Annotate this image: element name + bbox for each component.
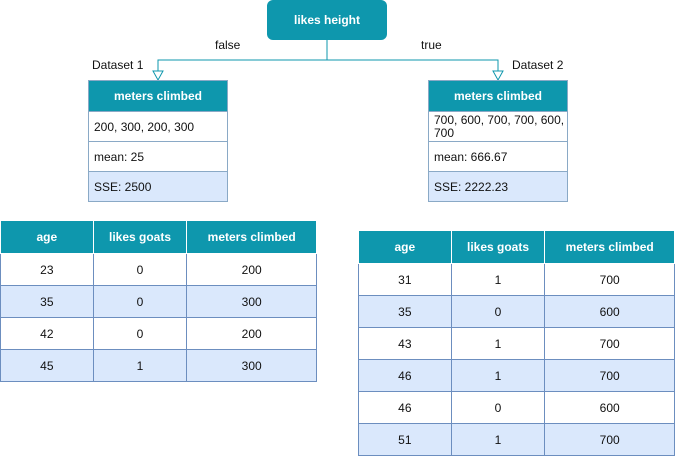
cell-likes-goats: 1	[450, 359, 546, 392]
left-leaf-header: meters climbed	[89, 81, 227, 111]
table-row: 43 1 700	[358, 327, 675, 360]
cell-likes-goats: 1	[92, 349, 188, 382]
column-header-likes-goats: likes goats	[92, 220, 188, 254]
root-node-likes-height: likes height	[267, 0, 387, 40]
left-leaf-node: meters climbed 200, 300, 200, 300 mean: …	[88, 80, 228, 202]
left-leaf-mean: mean: 25	[89, 141, 227, 171]
right-leaf-header: meters climbed	[429, 81, 567, 111]
true-edge-label: true	[421, 38, 442, 52]
right-leaf-sse: SSE: 2222.23	[429, 171, 567, 201]
cell-age: 35	[0, 285, 94, 318]
table-row: 46 0 600	[358, 391, 675, 424]
cell-age: 31	[358, 263, 452, 296]
cell-meters-climbed: 600	[544, 391, 675, 424]
cell-meters-climbed: 300	[186, 285, 317, 318]
cell-age: 42	[0, 317, 94, 350]
right-leaf-mean: mean: 666.67	[429, 141, 567, 171]
cell-likes-goats: 1	[450, 327, 546, 360]
cell-age: 43	[358, 327, 452, 360]
cell-meters-climbed: 700	[544, 263, 675, 296]
cell-likes-goats: 0	[92, 253, 188, 286]
right-arrowhead	[492, 70, 504, 82]
right-leaf-values: 700, 600, 700, 700, 600, 700	[429, 111, 567, 141]
column-header-meters-climbed: meters climbed	[544, 230, 675, 264]
table-row: 35 0 300	[0, 285, 317, 318]
cell-meters-climbed: 600	[544, 295, 675, 328]
left-leaf-values: 200, 300, 200, 300	[89, 111, 227, 141]
false-edge-label: false	[215, 38, 241, 52]
table-header-row: age likes goats meters climbed	[358, 230, 675, 264]
table-row: 46 1 700	[358, 359, 675, 392]
table-row: 35 0 600	[358, 295, 675, 328]
cell-likes-goats: 0	[92, 317, 188, 350]
cell-likes-goats: 0	[450, 391, 546, 424]
cell-age: 46	[358, 391, 452, 424]
table-header-row: age likes goats meters climbed	[0, 220, 317, 254]
column-header-age: age	[0, 220, 94, 254]
left-leaf-sse: SSE: 2500	[89, 171, 227, 201]
cell-meters-climbed: 700	[544, 423, 675, 456]
cell-meters-climbed: 200	[186, 253, 317, 286]
cell-age: 35	[358, 295, 452, 328]
cell-age: 23	[0, 253, 94, 286]
cell-meters-climbed: 700	[544, 359, 675, 392]
column-header-age: age	[358, 230, 452, 264]
column-header-meters-climbed: meters climbed	[186, 220, 317, 254]
cell-age: 51	[358, 423, 452, 456]
right-data-table: age likes goats meters climbed 31 1 700 …	[358, 230, 675, 456]
cell-meters-climbed: 200	[186, 317, 317, 350]
table-row: 23 0 200	[0, 253, 317, 286]
right-leaf-node: meters climbed 700, 600, 700, 700, 600, …	[428, 80, 568, 202]
dataset-1-label: Dataset 1	[92, 58, 144, 72]
cell-meters-climbed: 300	[186, 349, 317, 382]
true-branch-edge	[327, 59, 499, 73]
cell-likes-goats: 0	[450, 295, 546, 328]
table-row: 31 1 700	[358, 263, 675, 296]
false-branch-edge	[157, 40, 328, 73]
table-row: 42 0 200	[0, 317, 317, 350]
table-row: 45 1 300	[0, 349, 317, 382]
cell-likes-goats: 1	[450, 423, 546, 456]
dataset-2-label: Dataset 2	[512, 58, 564, 72]
cell-likes-goats: 1	[450, 263, 546, 296]
column-header-likes-goats: likes goats	[450, 230, 546, 264]
cell-age: 46	[358, 359, 452, 392]
left-arrowhead	[152, 70, 164, 82]
cell-meters-climbed: 700	[544, 327, 675, 360]
cell-age: 45	[0, 349, 94, 382]
table-row: 51 1 700	[358, 423, 675, 456]
left-data-table: age likes goats meters climbed 23 0 200 …	[0, 220, 317, 382]
cell-likes-goats: 0	[92, 285, 188, 318]
